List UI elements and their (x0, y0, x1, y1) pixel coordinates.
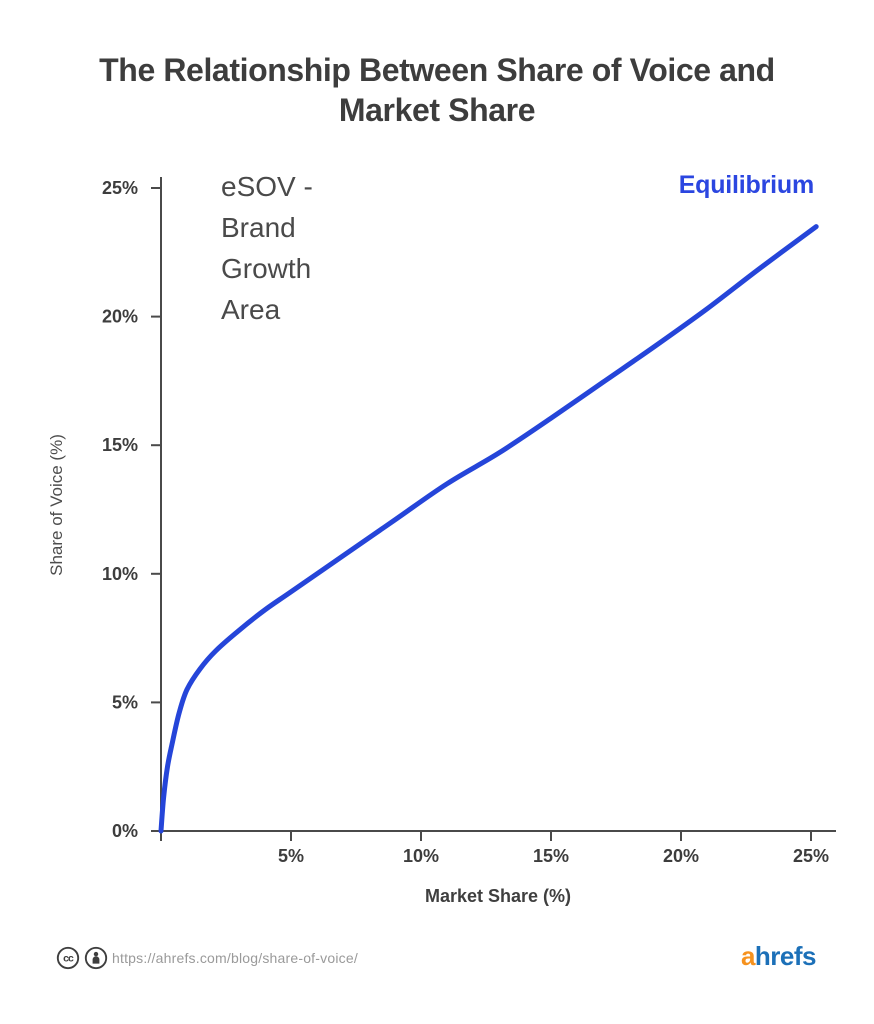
x-tick-label: 15% (533, 846, 569, 866)
equilibrium-series-label: Equilibrium (678, 171, 815, 199)
attribution-person-icon (84, 946, 108, 970)
y-axis-title: Share of Voice (%) (47, 434, 66, 576)
source-url: https://ahrefs.com/blog/share-of-voice/ (112, 950, 358, 966)
x-tick-label: 25% (793, 846, 829, 866)
y-tick-label: 0% (112, 821, 138, 841)
y-tick-label: 10% (102, 564, 138, 584)
svg-text:cc: cc (63, 952, 74, 964)
ahrefs-logo-hrefs: hrefs (754, 941, 817, 971)
y-tick-label: 5% (112, 692, 138, 712)
y-tick-label: 15% (102, 435, 138, 455)
x-tick-label: 5% (278, 846, 304, 866)
y-tick-label: 25% (102, 178, 138, 198)
equilibrium-curve (158, 224, 819, 834)
x-axis-title: Market Share (%) (424, 886, 572, 906)
esov-brand-growth-annotation: eSOV - Brand Growth Area (221, 171, 313, 325)
y-tick-label: 20% (102, 307, 138, 327)
license-icons: cc (56, 946, 108, 970)
x-tick-label: 10% (403, 846, 439, 866)
ahrefs-logo: ahrefs (740, 941, 817, 972)
x-tick-label: 20% (663, 846, 699, 866)
cc-icon: cc (56, 946, 80, 970)
chart-title: The Relationship Between Share of Voice … (99, 52, 775, 128)
ahrefs-logo-a: a (740, 941, 755, 971)
